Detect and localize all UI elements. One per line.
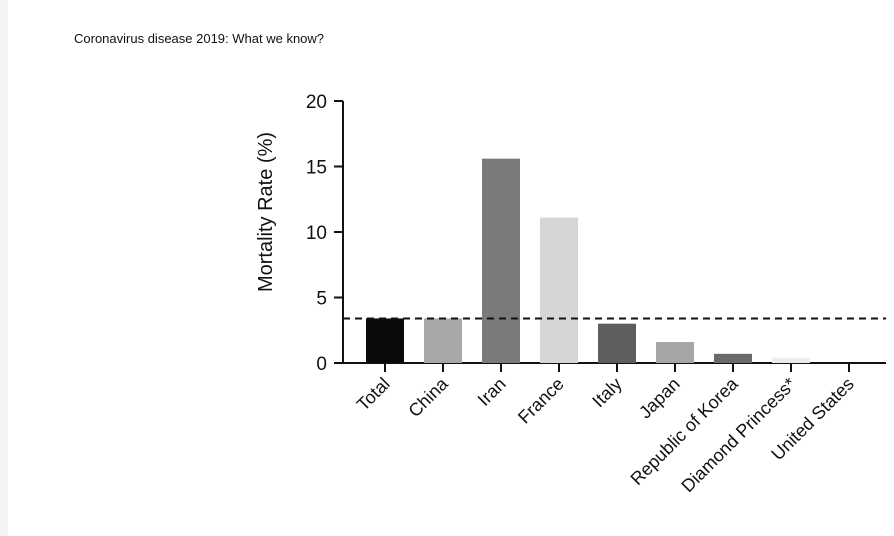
x-tick-label: Iran: [474, 374, 510, 410]
bar-diamond-princess: [772, 357, 810, 363]
x-tick-label: China: [404, 373, 452, 421]
y-axis: 0 5 10 15 20: [306, 92, 344, 375]
y-tick-label: 10: [306, 223, 327, 244]
bars: [366, 158, 810, 363]
y-tick-label: 5: [316, 289, 327, 310]
y-tick-label: 0: [316, 354, 327, 375]
x-tick-label: Japan: [635, 374, 684, 423]
y-ticks: 0 5 10 15 20: [306, 92, 343, 375]
bar-japan: [656, 342, 694, 363]
bar-china: [424, 318, 462, 363]
y-tick-label: 20: [306, 92, 327, 113]
y-axis-label: Mortality Rate (%): [255, 132, 277, 292]
bar-france: [540, 217, 578, 363]
page-title: Coronavirus disease 2019: What we know?: [74, 31, 325, 46]
x-tick-label: Italy: [588, 374, 625, 411]
x-tick-label: Total: [353, 374, 394, 415]
bar-republic-of-korea: [714, 353, 752, 363]
bar-iran: [482, 158, 520, 363]
x-tick-label: France: [514, 374, 568, 428]
left-margin-strip: [0, 0, 8, 536]
x-tick-label: Republic of Korea: [627, 373, 743, 489]
y-tick-label: 15: [306, 158, 327, 179]
bar-italy: [598, 323, 636, 363]
bar-total: [366, 318, 404, 363]
